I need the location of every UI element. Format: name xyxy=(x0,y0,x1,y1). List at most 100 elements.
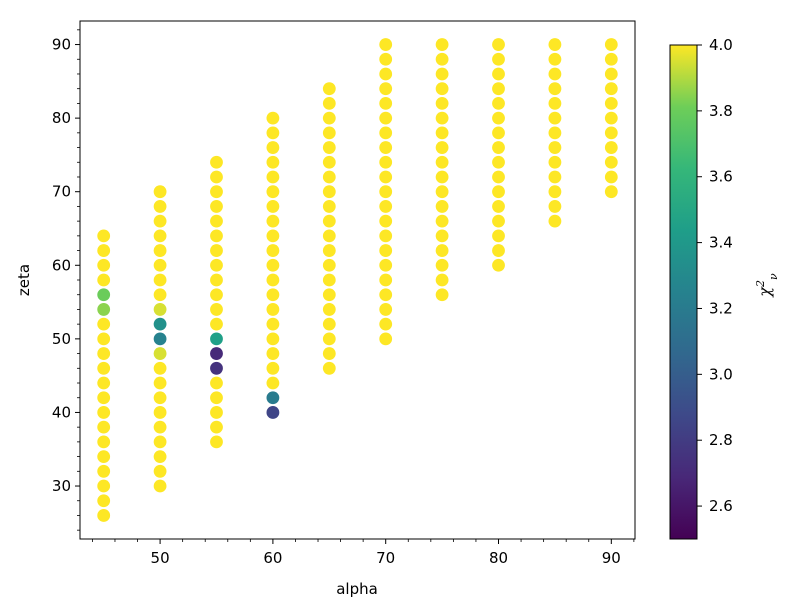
data-point xyxy=(322,244,336,257)
data-point xyxy=(153,406,167,419)
data-point xyxy=(153,288,167,302)
data-point xyxy=(604,126,618,140)
data-point xyxy=(548,170,562,184)
data-point xyxy=(266,273,280,287)
data-point xyxy=(604,155,618,169)
data-point xyxy=(492,111,505,125)
data-point xyxy=(153,376,167,390)
colorbar-ticks: 2.6 2.8 3.0 3.2 3.4 3.6 3.8 4.0 xyxy=(697,36,733,515)
data-point xyxy=(322,288,336,302)
data-point xyxy=(322,141,336,154)
data-point xyxy=(322,82,336,96)
data-point xyxy=(153,185,167,199)
data-point xyxy=(153,347,167,360)
data-point xyxy=(97,406,111,419)
data-point xyxy=(153,244,167,257)
data-point xyxy=(266,361,280,375)
data-point xyxy=(322,170,336,184)
y-axis-ticks: 30 40 50 60 70 80 90 xyxy=(52,29,80,531)
data-point xyxy=(492,126,505,140)
colorbar-tick-label: 3.0 xyxy=(709,365,733,383)
data-point xyxy=(604,141,618,154)
data-point xyxy=(210,347,223,360)
data-point xyxy=(210,185,223,199)
data-point xyxy=(435,185,449,199)
colorbar-tick-label: 3.6 xyxy=(709,168,733,186)
data-point xyxy=(379,82,393,96)
colorbar xyxy=(669,44,698,540)
data-point xyxy=(379,155,393,169)
data-point xyxy=(379,214,393,228)
data-point xyxy=(97,332,111,346)
x-tick-label: 60 xyxy=(263,549,282,567)
x-tick-label: 90 xyxy=(602,549,621,567)
data-point xyxy=(322,155,336,169)
data-point xyxy=(322,214,336,228)
data-point xyxy=(379,258,393,272)
data-point xyxy=(435,288,449,302)
data-point xyxy=(97,361,111,375)
data-point xyxy=(153,435,167,449)
y-tick-label: 80 xyxy=(52,109,71,127)
data-point xyxy=(492,200,505,213)
data-point xyxy=(322,303,336,316)
colorbar-tick-label: 3.4 xyxy=(709,234,733,252)
data-point xyxy=(492,170,505,184)
data-point xyxy=(266,185,280,199)
data-point xyxy=(548,38,562,51)
data-point xyxy=(379,67,393,81)
data-point xyxy=(548,52,562,66)
data-point xyxy=(97,347,111,360)
data-point xyxy=(153,479,167,493)
data-point xyxy=(210,406,223,419)
data-point xyxy=(153,258,167,272)
data-point xyxy=(435,170,449,184)
data-point xyxy=(322,332,336,346)
data-point xyxy=(153,200,167,213)
data-point xyxy=(210,200,223,213)
data-point xyxy=(153,450,167,463)
data-point xyxy=(210,317,223,331)
data-point xyxy=(379,288,393,302)
data-point xyxy=(266,317,280,331)
data-point xyxy=(604,170,618,184)
data-point xyxy=(97,229,111,243)
data-point xyxy=(266,347,280,360)
data-point xyxy=(97,464,111,478)
data-point xyxy=(97,288,111,302)
data-point xyxy=(322,347,336,360)
data-point xyxy=(492,229,505,243)
data-point xyxy=(435,200,449,213)
data-point xyxy=(492,258,505,272)
data-point xyxy=(97,391,111,405)
colorbar-tick-label: 3.2 xyxy=(709,299,733,317)
data-point xyxy=(266,111,280,125)
data-point xyxy=(435,273,449,287)
colorbar-tick-label: 3.8 xyxy=(709,102,733,120)
data-point xyxy=(266,200,280,213)
data-point xyxy=(153,303,167,316)
x-tick-label: 50 xyxy=(151,549,170,567)
data-point xyxy=(210,376,223,390)
y-tick-label: 70 xyxy=(52,183,71,201)
data-point xyxy=(97,420,111,434)
x-axis-label: alpha xyxy=(336,580,378,598)
data-point xyxy=(210,303,223,316)
data-point xyxy=(97,435,111,449)
data-point xyxy=(435,82,449,96)
y-tick-label: 50 xyxy=(52,330,71,348)
data-point xyxy=(266,332,280,346)
data-point xyxy=(153,229,167,243)
data-point xyxy=(266,258,280,272)
data-point xyxy=(548,141,562,154)
y-tick-label: 90 xyxy=(52,36,71,54)
data-point xyxy=(379,38,393,51)
data-point xyxy=(266,391,280,405)
data-point xyxy=(210,420,223,434)
data-point xyxy=(210,170,223,184)
data-point xyxy=(548,111,562,125)
data-point xyxy=(266,214,280,228)
data-point xyxy=(266,288,280,302)
data-point xyxy=(153,420,167,434)
data-point xyxy=(548,97,562,110)
